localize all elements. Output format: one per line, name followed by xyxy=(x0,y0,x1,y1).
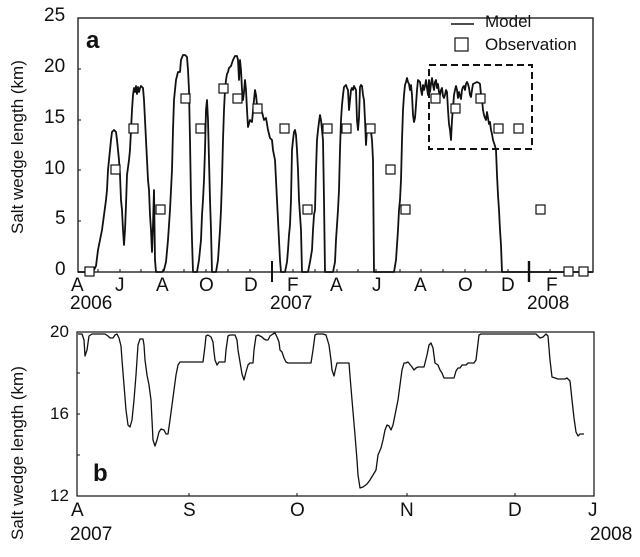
panel-b-xticks xyxy=(188,493,516,496)
panel-a-ytick-25: 25 xyxy=(44,5,66,26)
panel-a-year-2007: 2007 xyxy=(270,293,313,314)
legend-observation-swatch xyxy=(454,37,469,52)
zoom-region-box xyxy=(428,64,533,150)
panel-b-label: b xyxy=(93,460,108,487)
panel-a-month-10: D xyxy=(501,275,515,296)
panel-a-month-2: A xyxy=(156,275,169,296)
panel-a-y-axis-title: Salt wedge length (km) xyxy=(8,60,27,234)
panel-a-month-11: F xyxy=(546,275,558,296)
panel-a-year-2008: 2008 xyxy=(527,293,570,314)
legend-observation-label: Observation xyxy=(485,35,577,54)
panel-b-ytick-20: 20 xyxy=(50,322,69,341)
panel-a-label: a xyxy=(86,27,100,54)
panel-b-month-0: A xyxy=(71,500,84,521)
legend-model-label: Model xyxy=(485,12,532,31)
panel-b-ytick-16: 16 xyxy=(50,404,69,423)
panel-a-month-7: J xyxy=(372,275,382,296)
panel-a-month-5: F xyxy=(287,275,299,296)
panel-a-ytick-0: 0 xyxy=(55,259,66,280)
panel-b-month-2: O xyxy=(290,500,305,521)
panel-b-year-2007: 2007 xyxy=(70,524,113,545)
panel-b-month-1: S xyxy=(183,500,196,521)
panel-b-month-3: N xyxy=(400,500,414,521)
panel-a-year-2006: 2006 xyxy=(70,293,113,314)
panel-a-ytick-15: 15 xyxy=(44,107,66,128)
panel-a-month-4: D xyxy=(244,275,258,296)
legend xyxy=(451,23,474,52)
panel-b-month-4: D xyxy=(508,500,522,521)
panel-a-yticks xyxy=(78,68,81,222)
panel-a-ytick-20: 20 xyxy=(44,56,66,77)
panel-b-year-2008: 2008 xyxy=(590,524,633,545)
panel-b-ytick-12: 12 xyxy=(50,486,69,505)
panel-b-frame xyxy=(76,331,595,497)
panel-b-yticks xyxy=(77,372,80,456)
panel-b-month-5: J xyxy=(588,500,598,521)
panel-b xyxy=(76,331,595,497)
model-line-a xyxy=(78,54,593,273)
panel-a-month-6: A xyxy=(330,275,343,296)
panel-b-y-axis-title: Salt wedge length (km) xyxy=(8,366,27,540)
panel-a-frame xyxy=(77,17,594,273)
panel-a-month-0: A xyxy=(71,275,84,296)
panel-a-month-8: A xyxy=(414,275,427,296)
panel-a-month-1: J xyxy=(115,275,125,296)
panel-a-month-3: O xyxy=(199,275,214,296)
panel-a-month-9: O xyxy=(458,275,473,296)
panel-a xyxy=(77,17,594,282)
model-line-b xyxy=(78,332,584,489)
panel-a-ytick-5: 5 xyxy=(55,208,66,229)
panel-a-ytick-10: 10 xyxy=(44,158,66,179)
observation-markers-a xyxy=(84,83,589,277)
